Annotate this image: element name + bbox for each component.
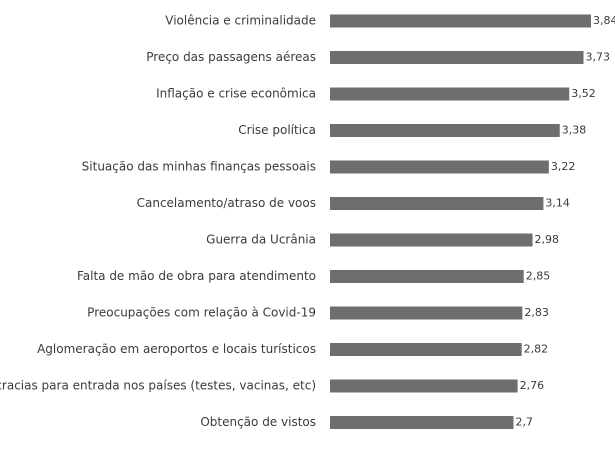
- bar: [330, 197, 544, 210]
- bar: [330, 51, 584, 64]
- bar: [330, 124, 560, 137]
- bar: [330, 87, 570, 101]
- bar: [330, 233, 533, 247]
- category-label: Situação das minhas finanças pessoais: [82, 160, 316, 174]
- bar: [330, 416, 514, 429]
- value-label: 2,85: [526, 270, 551, 283]
- bar: [330, 379, 518, 393]
- category-label: Preço das passagens aéreas: [146, 50, 316, 64]
- category-label: Aglomeração em aeroportos e locais turís…: [37, 342, 316, 356]
- value-label: 2,7: [516, 416, 534, 429]
- value-label: 2,82: [524, 343, 549, 356]
- category-label: Cancelamento/atraso de voos: [137, 196, 316, 210]
- bar: [330, 343, 522, 356]
- value-label: 2,76: [520, 379, 545, 392]
- bar: [330, 306, 523, 320]
- value-label: 2,98: [535, 233, 560, 246]
- category-label: Guerra da Ucrânia: [206, 233, 316, 247]
- category-label: Inflação e crise econômica: [156, 87, 316, 101]
- value-label: 3,73: [586, 51, 611, 64]
- category-label: Crise política: [238, 123, 316, 137]
- value-label: 3,52: [571, 87, 596, 100]
- category-label: Preocupações com relação à Covid-19: [87, 306, 316, 320]
- value-label: 3,84: [593, 14, 615, 27]
- value-label: 2,83: [524, 306, 549, 319]
- value-label: 3,22: [551, 160, 576, 173]
- bar: [330, 160, 549, 174]
- value-label: 3,38: [562, 124, 587, 137]
- value-label: 3,14: [545, 197, 570, 210]
- category-label: Obtenção de vistos: [200, 415, 316, 429]
- category-label: Burocracias para entrada nos países (tes…: [0, 379, 316, 393]
- category-label: Violência e criminalidade: [165, 14, 316, 28]
- category-label: Falta de mão de obra para atendimento: [77, 269, 316, 283]
- bar: [330, 14, 591, 28]
- bar: [330, 270, 524, 283]
